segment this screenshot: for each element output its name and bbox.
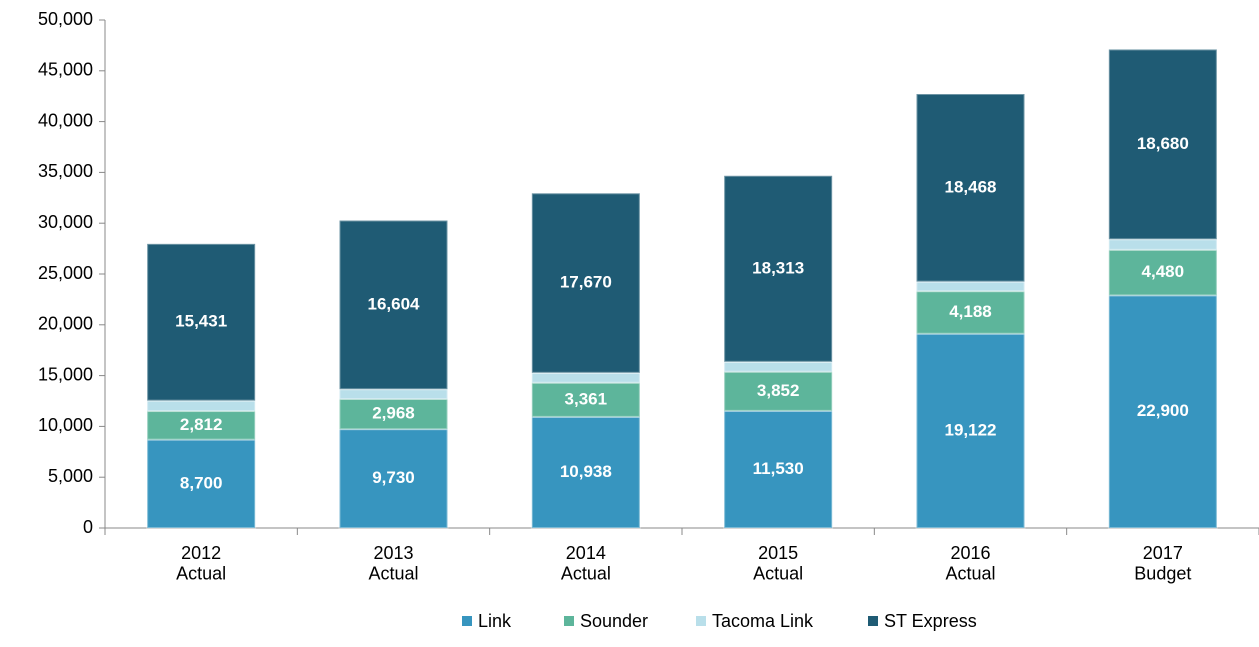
y-tick-label: 20,000 [38,314,93,334]
bar-segment [1107,294,1218,529]
bar-segment [530,192,641,374]
bar-segment [1107,48,1218,241]
data-label: 10,938 [560,462,612,481]
legend-swatch [696,616,706,626]
data-label: 9,730 [372,468,415,487]
bar-segment [146,242,257,402]
data-label: 18,680 [1137,134,1189,153]
data-label: 2,812 [180,415,223,434]
data-label: 4,480 [1142,262,1185,281]
bar-segment [723,409,834,529]
x-tick-label: 2015 Actual [753,543,803,584]
bar-segment [338,428,449,529]
bar-segment [530,371,641,384]
bar-segment [530,381,641,418]
legend-label: Sounder [580,611,648,631]
y-tick-label: 50,000 [38,9,93,29]
y-tick-label: 40,000 [38,110,93,130]
y-tick-label: 15,000 [38,364,93,384]
data-label: 17,670 [560,273,612,292]
data-label: 18,468 [945,177,997,196]
bar-segment [146,410,257,441]
data-label: 8,700 [180,473,223,492]
bar-segment [915,332,1026,530]
y-tick-label: 5,000 [48,466,93,486]
y-tick-label: 30,000 [38,212,93,232]
bar-segment [915,93,1026,283]
data-label: 16,604 [368,294,421,313]
bar-segment [723,174,834,363]
bar-segment [915,280,1026,293]
y-tick-label: 10,000 [38,415,93,435]
data-label: 18,313 [752,258,804,277]
data-label: 2,968 [372,404,415,423]
x-tick-label: 2016 Actual [945,543,995,584]
legend-swatch [462,616,472,626]
y-tick-label: 25,000 [38,263,93,283]
data-label: 11,530 [753,459,804,478]
y-tick-label: 35,000 [38,161,93,181]
bar-segment [338,219,449,391]
data-label: 4,188 [949,302,992,321]
x-tick-label: 2013 Actual [368,543,418,584]
data-label: 19,122 [945,420,997,439]
bar-segment [915,290,1026,335]
x-tick-label: 2012 Actual [176,543,226,584]
legend-label: Tacoma Link [712,611,814,631]
data-label: 22,900 [1137,401,1189,420]
y-tick-label: 45,000 [38,60,93,80]
bar-segment [338,397,449,431]
legend-swatch [868,616,878,626]
x-tick-label: 2017 Budget [1134,543,1191,584]
data-label: 3,361 [565,389,608,408]
x-tick-label: 2014 Actual [561,543,611,584]
bar-segment [338,388,449,400]
data-label: 15,431 [175,312,227,331]
bar-segment [146,399,257,413]
legend-label: Link [478,611,512,631]
legend-swatch [564,616,574,626]
bar-segment [723,360,834,373]
y-tick-label: 0 [83,517,93,537]
bar-segment [1107,238,1218,251]
legend-label: ST Express [884,611,977,631]
data-label: 3,852 [757,381,800,400]
